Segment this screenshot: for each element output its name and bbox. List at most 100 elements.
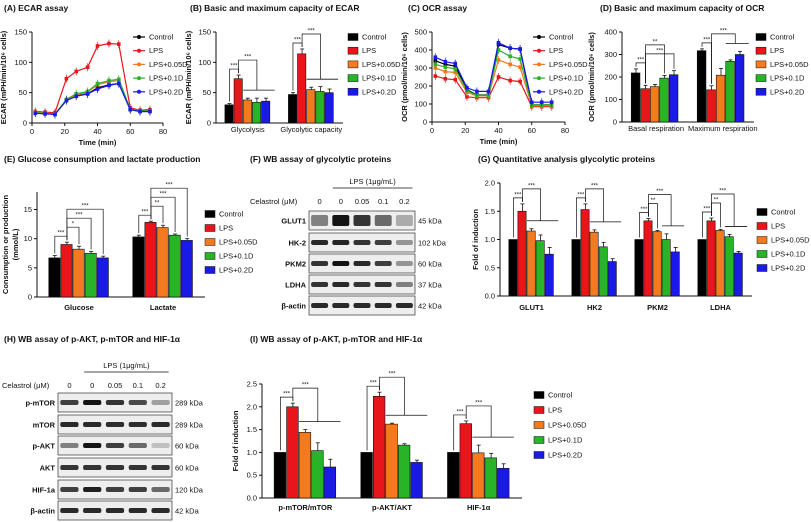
x-tick-label: 80 <box>159 127 167 136</box>
y-tick-label: 150 <box>14 28 27 37</box>
data-point <box>116 77 121 82</box>
legend-label: Control <box>549 33 574 42</box>
legend-swatch <box>755 46 767 55</box>
blot-band <box>395 282 413 287</box>
blot-band <box>332 240 350 245</box>
panel-title: (H) WB assay of p-AKT, p-mTOR and HIF-1α <box>4 334 181 344</box>
legend-swatch <box>756 236 768 244</box>
category-label: Glucose <box>64 303 94 312</box>
legend-swatch <box>204 224 216 232</box>
bar-LPS+0.1D <box>397 444 411 499</box>
significance-bracket <box>711 193 735 227</box>
legend-swatch <box>756 208 768 216</box>
data-point <box>465 95 469 99</box>
y-tick-label: 50 <box>203 88 211 97</box>
category-label: PKM2 <box>647 303 668 312</box>
x-axis-label: Time (min) <box>480 137 518 146</box>
blot-band <box>151 400 170 405</box>
significance-label: *** <box>640 207 648 213</box>
blot-band <box>128 487 147 492</box>
bar-LPS+0.1D <box>659 77 669 123</box>
y-tick-label: 0.0 <box>485 292 495 301</box>
blot-band <box>151 508 170 513</box>
legend-label: LPS+0.05D <box>548 421 587 430</box>
data-point <box>64 98 69 103</box>
blot-band <box>353 303 371 308</box>
protein-label: AKT <box>40 464 56 473</box>
size-label: 102 kDa <box>418 239 447 248</box>
significance-label: *** <box>719 189 727 195</box>
protein-label: HK-2 <box>288 239 306 248</box>
data-point <box>508 54 512 59</box>
legend-marker <box>537 76 541 81</box>
data-point <box>116 42 121 46</box>
y-tick-label: 2.0 <box>485 179 495 188</box>
bar-LPS+0.1D <box>661 239 671 297</box>
significance-label: ** <box>714 198 719 204</box>
blot-band <box>60 487 79 492</box>
y-axis-label: ECAR (mPH/min/10⁶ cells) <box>184 30 193 124</box>
data-point <box>453 61 458 66</box>
blot-band <box>151 443 170 448</box>
data-point <box>95 87 100 91</box>
legend-swatch <box>755 88 767 96</box>
bar-LPS+0.05D <box>589 231 599 297</box>
data-point <box>443 65 448 69</box>
data-point <box>53 112 57 117</box>
y-tick-label: 0.5 <box>485 263 495 272</box>
legend-label: LPS+0.05D <box>549 60 588 69</box>
legend-label: LPS+0.1D <box>149 74 184 83</box>
bar-LPS+0.05D <box>306 89 316 124</box>
size-label: 60 kDa <box>175 464 200 473</box>
legend-label: LPS+0.2D <box>219 266 254 275</box>
y-tick-label: 2.0 <box>247 402 257 411</box>
legend-label: Control <box>149 33 174 42</box>
blot-band <box>332 261 350 266</box>
bar-Control <box>132 236 145 298</box>
y-tick-label: 5 <box>28 263 32 272</box>
legend-label: LPS+0.1D <box>771 250 806 259</box>
data-point <box>107 78 111 83</box>
significance-label: ** <box>651 198 656 204</box>
blot-band <box>128 508 147 513</box>
y-axis-label: Consumption or production <box>1 195 10 295</box>
blot-band <box>60 443 79 448</box>
bar-LPS+0.1D <box>725 60 735 123</box>
x-axis-label: Time (min) <box>79 138 117 147</box>
bar-LPS+0.1D <box>311 450 324 499</box>
bar-LPS+0.1D <box>484 457 497 499</box>
significance-label: *** <box>141 210 149 216</box>
data-point <box>486 89 491 94</box>
bar-LPS+0.05D <box>652 231 662 297</box>
data-point <box>107 83 111 88</box>
dose-label: Celastrol (μM) <box>250 197 298 206</box>
protein-label: mTOR <box>33 421 56 430</box>
legend-swatch <box>204 210 216 218</box>
y-tick-label: 0 <box>207 119 211 128</box>
bar-LPS+0.05D <box>649 86 660 123</box>
legend-label: LPS+0.2D <box>548 451 583 460</box>
dose-label: Celastrol (μM) <box>2 381 50 390</box>
protein-label: β-actin <box>281 302 306 311</box>
legend-label: Control <box>362 33 387 42</box>
protein-label: PKM2 <box>285 260 306 269</box>
significance-label: *** <box>294 37 302 43</box>
blot-band <box>395 261 413 266</box>
y-tick-label: 0 <box>23 119 27 128</box>
legend-label: LPS+0.05D <box>219 238 258 247</box>
bar-LPS+0.05D <box>298 432 312 499</box>
blot-band <box>83 443 102 448</box>
data-point <box>496 41 501 45</box>
protein-label: p-AKT <box>33 442 56 451</box>
data-point <box>128 107 133 112</box>
legend-swatch <box>755 60 767 69</box>
y-tick-label: 2.5 <box>247 380 257 389</box>
significance-label: *** <box>166 183 174 189</box>
significance-bracket <box>522 188 541 221</box>
y-tick-label: 100 <box>604 95 617 104</box>
blot-band <box>353 240 371 245</box>
legend-swatch <box>347 60 359 69</box>
y-tick-label: 1.5 <box>485 207 495 216</box>
blot-band <box>60 422 79 427</box>
size-label: 45 kDa <box>418 217 443 226</box>
